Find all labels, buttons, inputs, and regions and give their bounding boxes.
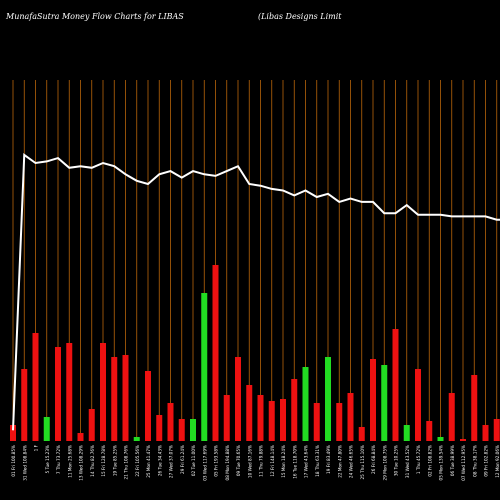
x-tick-label-14: 27 Wed 37.07% [169, 445, 174, 478]
x-tick-label-5: 11 Mon 25.68% [67, 445, 72, 478]
bar-35 [403, 425, 410, 441]
bar-37 [426, 421, 433, 441]
x-tick-label-11: 22 Fri 105.56% [135, 445, 140, 477]
x-tick-label-34: 30 Tue 10.25% [394, 445, 399, 476]
x-tick-label-18: 05 Fri 193.58% [214, 445, 219, 477]
x-tick-label-23: 12 Fri 148.14% [270, 445, 275, 477]
bar-series [10, 265, 500, 441]
x-tick-label-24: 15 Mon 18.24% [281, 445, 286, 478]
bar-28 [325, 357, 331, 441]
bar-3 [43, 417, 50, 441]
bar-32 [370, 359, 376, 441]
x-tick-label-17: 03 Wed 117.69% [202, 445, 207, 481]
bar-34 [392, 329, 399, 441]
x-tick-label-19: 08 Mon 194.88% [225, 445, 230, 480]
bar-39 [448, 393, 455, 441]
bar-18 [212, 265, 219, 441]
bar-8 [100, 343, 106, 441]
x-tick-label-22: 11 Thu 79.88% [259, 445, 264, 477]
bar-29 [336, 403, 343, 441]
x-tick-label-6: 13 Wed 108.29% [79, 445, 84, 481]
x-tick-label-10: 21 Thu 108.76% [124, 445, 129, 480]
chart-grid [12, 80, 498, 441]
x-tick-label-32: 26 Fri 68.84% [371, 445, 376, 474]
x-tick-label-33: 29 Mon 108.75% [382, 445, 387, 480]
x-tick-label-30: 24 Wed 46.65% [349, 445, 354, 478]
x-tick-labels: 01 Fri 100.85% 31 Wed 108.84% 1 F 5 Tue 15.… [11, 444, 500, 480]
x-tick-label-37: 02 Fri 108.82% [427, 445, 432, 477]
price-line [12, 153, 500, 431]
chart-company-name: (Libas Designs Limit [258, 12, 342, 21]
bar-9 [111, 357, 118, 441]
x-tick-label-8: 15 Fri 128.78% [101, 445, 106, 477]
x-tick-label-21: 10 Wed 87.16% [247, 445, 252, 478]
bar-31 [358, 427, 365, 441]
x-tick-label-29: 22 Mon 47.80% [337, 445, 342, 478]
x-tick-label-2: 1 F [34, 444, 39, 451]
bar-43 [493, 419, 500, 441]
x-tick-label-12: 25 Mon 41.47% [146, 445, 151, 478]
bar-40 [460, 439, 466, 441]
x-tick-label-4: 7 Thu 73.72% [56, 445, 61, 474]
bar-23 [268, 401, 275, 441]
bar-22 [257, 395, 264, 441]
chart-title: MunafaSutra Money Flow Charts for LIBAS [6, 12, 184, 21]
x-tick-label-27: 18 Thu 63.31% [315, 445, 320, 477]
bar-42 [482, 425, 489, 441]
x-tick-label-38: 05 Mon 139.54% [439, 445, 444, 480]
bar-20 [235, 357, 241, 441]
x-tick-label-20: 09 Tue 70.65% [236, 445, 241, 476]
bar-4 [55, 347, 61, 441]
bar-38 [437, 437, 444, 441]
x-tick-label-39: 06 Tue 38.99% [450, 445, 455, 476]
bar-21 [246, 385, 253, 441]
bar-16 [190, 419, 196, 441]
bar-0 [10, 425, 16, 441]
bar-33 [381, 365, 388, 441]
bar-12 [145, 371, 151, 441]
x-tick-label-28: 19 Fri 83.49% [326, 445, 331, 474]
x-tick-label-36: 1 Thu 45.72% [416, 445, 421, 474]
bar-7 [88, 409, 95, 441]
bar-6 [77, 433, 84, 441]
x-tick-label-1: 31 Wed 108.84% [22, 445, 27, 481]
x-tick-label-35: 31 Wed 43.52% [405, 445, 410, 478]
x-tick-label-7: 14 Thu 82.76% [90, 445, 95, 477]
x-tick-label-31: 25 Thu 115.10% [360, 445, 365, 480]
bar-13 [156, 415, 163, 441]
x-tick-label-26: 17 Wed 43.64% [304, 445, 309, 478]
bar-30 [347, 393, 354, 441]
x-tick-label-40: 07 Wed 112.95% [461, 445, 466, 481]
bar-15 [178, 419, 185, 441]
bar-10 [122, 355, 129, 441]
bar-27 [313, 403, 320, 441]
bar-41 [471, 375, 478, 441]
bar-25 [291, 379, 298, 441]
bar-5 [66, 343, 73, 441]
x-tick-label-3: 5 Tue 15.23% [45, 445, 50, 473]
x-tick-label-9: 19 Tue 85.25% [112, 445, 117, 476]
x-tick-label-0: 01 Fri 100.85% [11, 445, 16, 477]
bar-11 [133, 437, 140, 441]
bar-24 [280, 399, 286, 441]
bar-1 [21, 369, 28, 441]
bar-2 [32, 333, 39, 441]
x-tick-label-42: 09 Fri 102.82% [484, 445, 489, 477]
bar-26 [302, 367, 309, 441]
x-tick-label-13: 26 Tue 34.43% [157, 445, 162, 476]
x-tick-label-43: 12 Mon 92.06% [495, 445, 500, 478]
x-tick-label-25: 16 Tue 118.70% [292, 445, 297, 479]
bar-36 [415, 369, 421, 441]
bar-14 [167, 403, 174, 441]
x-tick-label-41: 08 Thu 38.17% [472, 445, 477, 477]
bar-17 [201, 293, 208, 441]
bar-19 [223, 395, 230, 441]
x-tick-label-16: 02 Tue 11.00% [191, 445, 196, 476]
x-tick-label-15: 29 Fri 61.24% [180, 445, 185, 474]
